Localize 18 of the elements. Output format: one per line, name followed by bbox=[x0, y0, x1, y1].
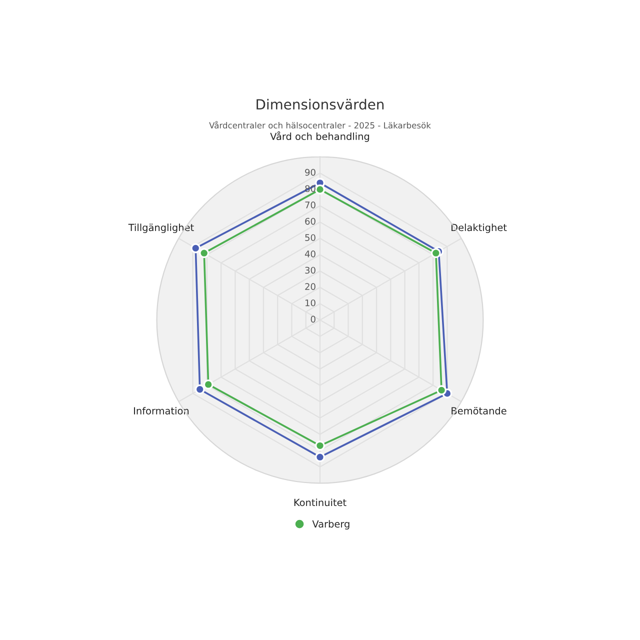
spoke-label: Vård och behandling bbox=[270, 131, 370, 142]
chart-title: Dimensionsvärden bbox=[256, 98, 384, 110]
y-tick-label: 40 bbox=[304, 250, 316, 258]
y-tick-label: 90 bbox=[305, 168, 316, 176]
y-tick-label: 20 bbox=[305, 283, 316, 290]
y-tick-label: 70 bbox=[305, 202, 316, 208]
spoke-label: Delaktighet bbox=[452, 224, 507, 234]
spoke-label: Bemötande bbox=[452, 406, 506, 414]
spoke-label: Tillgänglighet bbox=[128, 224, 194, 234]
legend-label: Varberg bbox=[312, 520, 350, 530]
y-tick-label: 0 bbox=[310, 316, 316, 323]
spoke-label: Information bbox=[134, 406, 189, 414]
chart-subtitle: Vårdcentraler och hälsocentraler - 2025 - Läkarbesök bbox=[209, 121, 431, 128]
y-tick-label: 60 bbox=[305, 218, 316, 225]
y-tick-label: 10 bbox=[306, 299, 316, 306]
y-tick-label: 30 bbox=[305, 266, 316, 274]
spoke-label: Kontinuitet bbox=[294, 498, 346, 506]
y-tick-label: 50 bbox=[305, 234, 316, 242]
